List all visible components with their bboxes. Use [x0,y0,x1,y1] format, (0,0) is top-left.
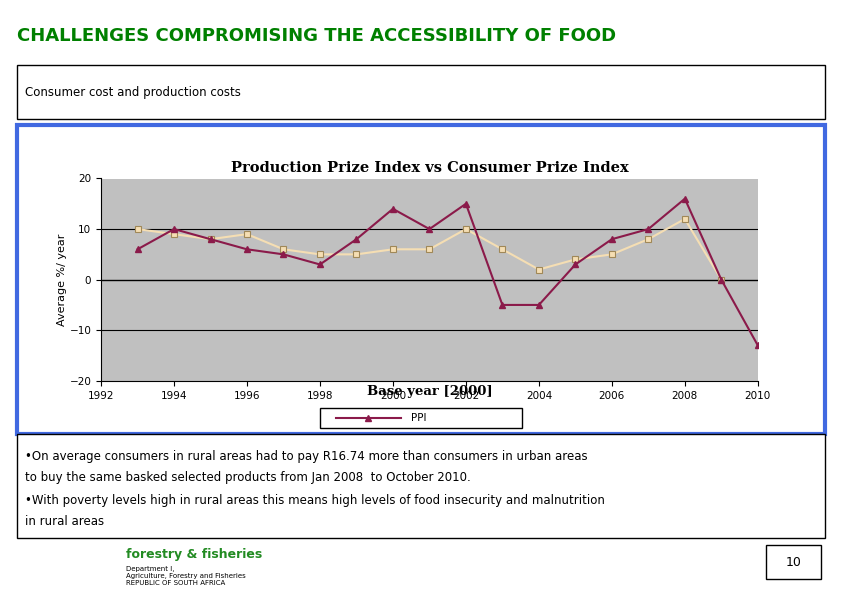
Y-axis label: Average %/ year: Average %/ year [56,233,67,326]
Title: Production Prize Index vs Consumer Prize Index: Production Prize Index vs Consumer Prize… [231,161,628,174]
FancyBboxPatch shape [766,545,821,579]
FancyBboxPatch shape [320,408,522,428]
Text: Department l,
Agriculture, Forestry and Fisheries
REPUBLIC OF SOUTH AFRICA: Department l, Agriculture, Forestry and … [126,566,246,586]
FancyBboxPatch shape [17,434,825,538]
Text: •With poverty levels high in rural areas this means high levels of food insecuri: •With poverty levels high in rural areas… [25,494,605,507]
Text: Consumer cost and production costs: Consumer cost and production costs [25,86,241,99]
Text: CHALLENGES COMPROMISING THE ACCESSIBILITY OF FOOD: CHALLENGES COMPROMISING THE ACCESSIBILIT… [17,27,616,45]
Text: Base year [2000]: Base year [2000] [366,385,493,398]
Text: forestry & fisheries: forestry & fisheries [126,548,262,561]
Text: PPI: PPI [411,414,426,423]
Text: 10: 10 [786,556,802,569]
FancyBboxPatch shape [17,125,825,434]
Text: •On average consumers in rural areas had to pay R16.74 more than consumers in ur: •On average consumers in rural areas had… [25,450,588,463]
Text: in rural areas: in rural areas [25,515,104,528]
FancyBboxPatch shape [17,65,825,119]
Text: to buy the same basked selected products from Jan 2008  to October 2010.: to buy the same basked selected products… [25,471,471,484]
